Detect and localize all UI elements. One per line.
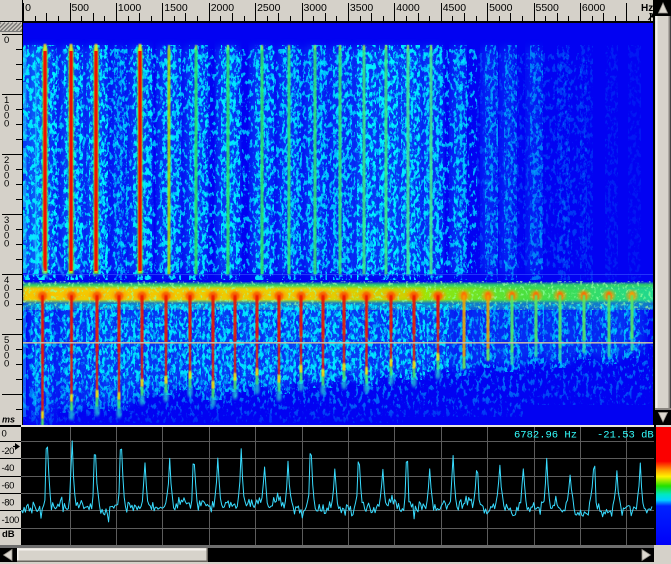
svg-text:-40: -40 — [2, 463, 15, 474]
svg-text:1000: 1000 — [118, 2, 142, 14]
svg-text:4500: 4500 — [443, 2, 467, 14]
svg-text:Hz: Hz — [641, 3, 653, 14]
svg-text:2500: 2500 — [257, 2, 281, 14]
svg-text:0: 0 — [25, 2, 31, 14]
svg-text:0: 0 — [4, 103, 9, 114]
svg-text:1500: 1500 — [164, 2, 188, 14]
svg-text:-60: -60 — [2, 480, 15, 491]
svg-text:0: 0 — [4, 163, 9, 174]
svg-text:0: 0 — [4, 358, 9, 369]
svg-text:ms: ms — [2, 415, 15, 425]
svg-text:0: 0 — [2, 429, 7, 440]
svg-text:3500: 3500 — [350, 2, 374, 14]
svg-text:0: 0 — [4, 283, 9, 294]
svg-text:0: 0 — [4, 238, 9, 249]
svg-text:0: 0 — [4, 223, 9, 234]
svg-text:-21.53 dB: -21.53 dB — [597, 430, 654, 442]
svg-text:3000: 3000 — [304, 2, 328, 14]
svg-text:500: 500 — [72, 2, 90, 14]
svg-text:2: 2 — [4, 155, 9, 166]
svg-text:0: 0 — [4, 111, 9, 122]
svg-text:dB: dB — [2, 529, 15, 540]
svg-text:0: 0 — [4, 231, 9, 242]
svg-text:2000: 2000 — [211, 2, 235, 14]
svg-text:0: 0 — [4, 298, 9, 309]
svg-text:4000: 4000 — [396, 2, 420, 14]
svg-text:0: 0 — [4, 118, 9, 129]
svg-text:0: 0 — [4, 178, 9, 189]
svg-text:0: 0 — [4, 351, 9, 362]
svg-text:5500: 5500 — [536, 2, 560, 14]
svg-text:0: 0 — [4, 291, 9, 302]
svg-text:6782.96 Hz: 6782.96 Hz — [514, 430, 577, 442]
svg-text:0: 0 — [4, 171, 9, 182]
svg-text:3: 3 — [4, 215, 9, 226]
svg-text:-100: -100 — [2, 515, 20, 526]
svg-text:4: 4 — [4, 275, 9, 286]
svg-text:0: 0 — [4, 35, 9, 46]
svg-text:6000: 6000 — [582, 2, 606, 14]
svg-text:-20: -20 — [2, 446, 15, 457]
svg-text:5: 5 — [4, 335, 9, 346]
svg-text:5000: 5000 — [489, 2, 513, 14]
svg-text:1: 1 — [4, 95, 9, 106]
svg-text:0: 0 — [4, 343, 9, 354]
svg-text:-80: -80 — [2, 498, 15, 509]
